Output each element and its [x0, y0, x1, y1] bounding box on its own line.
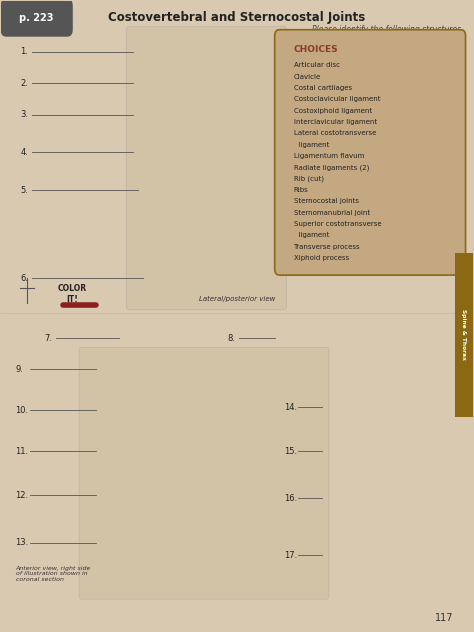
- Text: 13.: 13.: [16, 538, 29, 547]
- Text: Lateral/posterior view: Lateral/posterior view: [199, 296, 275, 302]
- Text: Rib (cut): Rib (cut): [293, 176, 324, 182]
- Text: Xiphoid process: Xiphoid process: [293, 255, 349, 261]
- Text: Sternomanubrial joint: Sternomanubrial joint: [293, 210, 370, 216]
- Text: Ribs: Ribs: [293, 187, 308, 193]
- FancyBboxPatch shape: [1, 0, 72, 36]
- Text: Costoclavicular ligament: Costoclavicular ligament: [293, 97, 380, 102]
- FancyBboxPatch shape: [275, 30, 465, 275]
- Text: 7.: 7.: [44, 334, 52, 343]
- Text: 14.: 14.: [284, 403, 297, 411]
- Text: Articular disc: Articular disc: [293, 63, 339, 68]
- Text: ligament: ligament: [293, 142, 329, 148]
- Text: 16.: 16.: [284, 494, 297, 503]
- Text: 9.: 9.: [16, 365, 23, 374]
- Text: Clavicle: Clavicle: [293, 74, 321, 80]
- Text: 11.: 11.: [16, 447, 28, 456]
- Text: Radiate ligaments (2): Radiate ligaments (2): [293, 164, 369, 171]
- FancyBboxPatch shape: [126, 27, 286, 310]
- Text: 10.: 10.: [16, 406, 28, 415]
- Text: Costal cartilages: Costal cartilages: [293, 85, 352, 91]
- FancyBboxPatch shape: [79, 348, 329, 599]
- Text: 2.: 2.: [20, 79, 28, 88]
- Text: 15.: 15.: [284, 447, 297, 456]
- Text: 6.: 6.: [20, 274, 28, 283]
- Text: Ligamentum flavum: Ligamentum flavum: [293, 153, 364, 159]
- Text: 8.: 8.: [228, 334, 236, 343]
- Text: 12.: 12.: [16, 491, 28, 500]
- Text: Please identify the following structures.: Please identify the following structures…: [312, 25, 463, 34]
- Text: Superior costotransverse: Superior costotransverse: [293, 221, 381, 227]
- Text: 4.: 4.: [20, 148, 28, 157]
- Text: ligament: ligament: [293, 233, 329, 238]
- Text: 1.: 1.: [20, 47, 28, 56]
- Text: Spine & Thorax: Spine & Thorax: [461, 310, 466, 360]
- Text: Costoxiphoid ligament: Costoxiphoid ligament: [293, 107, 372, 114]
- Text: Interclavicular ligament: Interclavicular ligament: [293, 119, 377, 125]
- Text: 5.: 5.: [20, 186, 28, 195]
- Text: COLOR
IT!: COLOR IT!: [57, 284, 87, 304]
- Text: 117: 117: [435, 613, 454, 623]
- Text: Transverse process: Transverse process: [293, 244, 360, 250]
- Text: Lateral costotransverse: Lateral costotransverse: [293, 130, 376, 137]
- Bar: [455, 253, 473, 416]
- Text: 17.: 17.: [284, 550, 297, 559]
- Text: Anterior view, right side
of illustration shown in
coronal section: Anterior view, right side of illustratio…: [16, 566, 91, 582]
- Text: CHOICES: CHOICES: [293, 46, 338, 54]
- Text: Sternocostal joints: Sternocostal joints: [293, 198, 358, 204]
- Text: p. 223: p. 223: [19, 13, 54, 23]
- Text: 3.: 3.: [20, 110, 28, 119]
- Text: Costovertebral and Sternocostal Joints: Costovertebral and Sternocostal Joints: [109, 11, 365, 23]
